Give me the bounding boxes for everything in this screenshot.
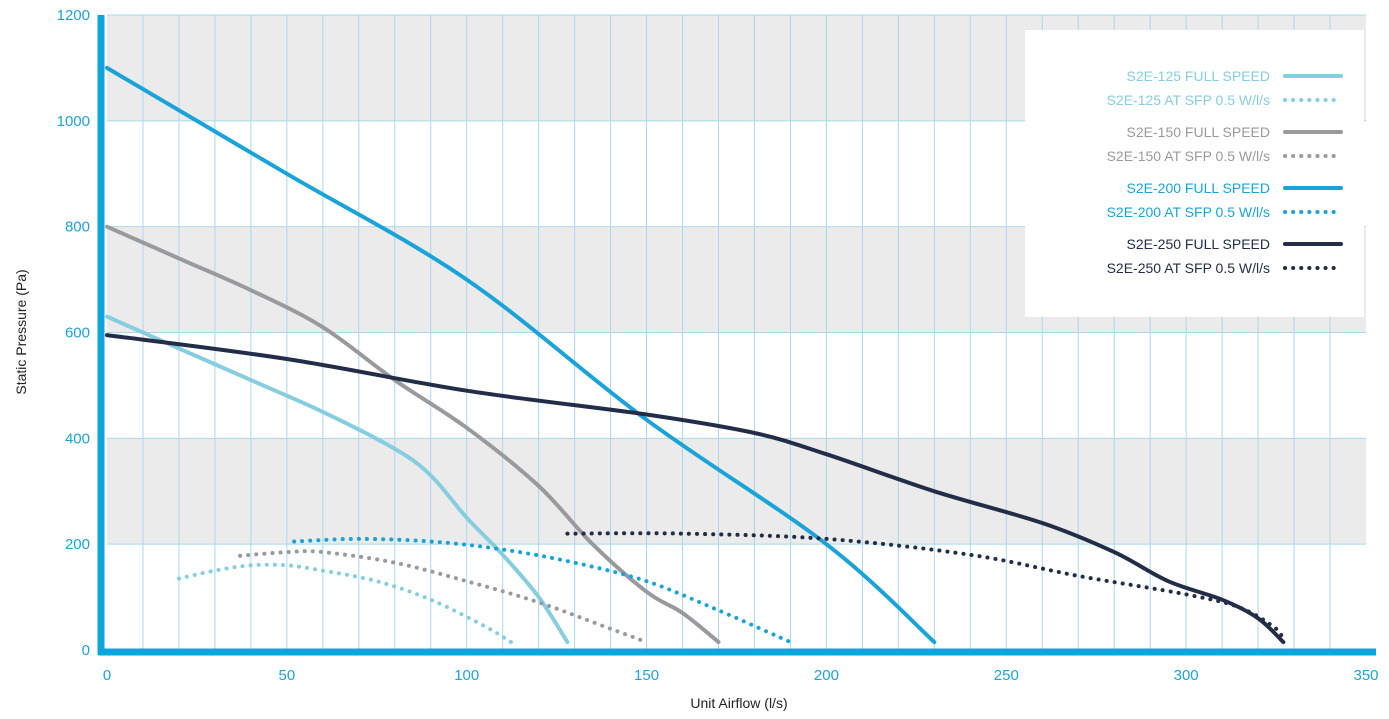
x-tick-label: 50 xyxy=(279,667,296,684)
x-tick-label: 300 xyxy=(1174,667,1199,684)
legend-label: S2E-150 AT SFP 0.5 W/l/s xyxy=(1107,148,1270,164)
series-line-s2e-200-at-sfp-0-5-w-l-s xyxy=(292,536,793,645)
y-tick-label: 0 xyxy=(82,642,90,659)
legend-label: S2E-200 FULL SPEED xyxy=(1127,180,1270,196)
x-tick-label: 200 xyxy=(814,667,839,684)
x-tick-label: 150 xyxy=(634,667,659,684)
y-axis-title: Static Pressure (Pa) xyxy=(13,269,29,394)
series-line-s2e-150-at-sfp-0-5-w-l-s xyxy=(238,549,649,645)
series-line-s2e-125-full-speed xyxy=(105,314,570,645)
legend: S2E-125 FULL SPEED S2E-125 AT SFP 0.5 W/l… xyxy=(1025,30,1364,317)
x-axis-title: Unit Airflow (l/s) xyxy=(690,695,787,711)
y-tick-label: 800 xyxy=(65,219,90,236)
legend-label: S2E-125 FULL SPEED xyxy=(1127,68,1270,84)
legend-label: S2E-250 AT SFP 0.5 W/l/s xyxy=(1107,260,1270,276)
x-tick-label: 0 xyxy=(103,667,111,684)
series-line-s2e-250-at-sfp-0-5-w-l-s xyxy=(565,531,1286,645)
y-tick-label: 400 xyxy=(65,430,90,447)
series-lines xyxy=(105,65,1286,646)
y-tick-label: 1000 xyxy=(57,113,90,130)
x-tick-label: 100 xyxy=(454,667,479,684)
series-line-s2e-150-full-speed xyxy=(105,224,721,645)
band xyxy=(107,438,1366,545)
y-tick-label: 600 xyxy=(65,325,90,342)
x-tick-label: 250 xyxy=(994,667,1019,684)
tick-labels: 0 50 100 150 200 250 300 350 0 200 400 600 800 1000 12… xyxy=(57,7,1379,684)
y-tick-label: 1200 xyxy=(57,7,90,24)
x-tick-label: 350 xyxy=(1353,667,1378,684)
legend-label: S2E-200 AT SFP 0.5 W/l/s xyxy=(1107,204,1270,220)
legend-label: S2E-150 FULL SPEED xyxy=(1127,124,1270,140)
series-line-s2e-250-full-speed xyxy=(105,333,1286,645)
legend-label: S2E-125 AT SFP 0.5 W/l/s xyxy=(1107,92,1270,108)
series-line-s2e-200-full-speed xyxy=(105,65,937,645)
series-line-s2e-125-at-sfp-0-5-w-l-s xyxy=(176,562,516,646)
y-tick-label: 200 xyxy=(65,536,90,553)
legend-label: S2E-250 FULL SPEED xyxy=(1127,236,1270,252)
axes xyxy=(97,15,1376,656)
